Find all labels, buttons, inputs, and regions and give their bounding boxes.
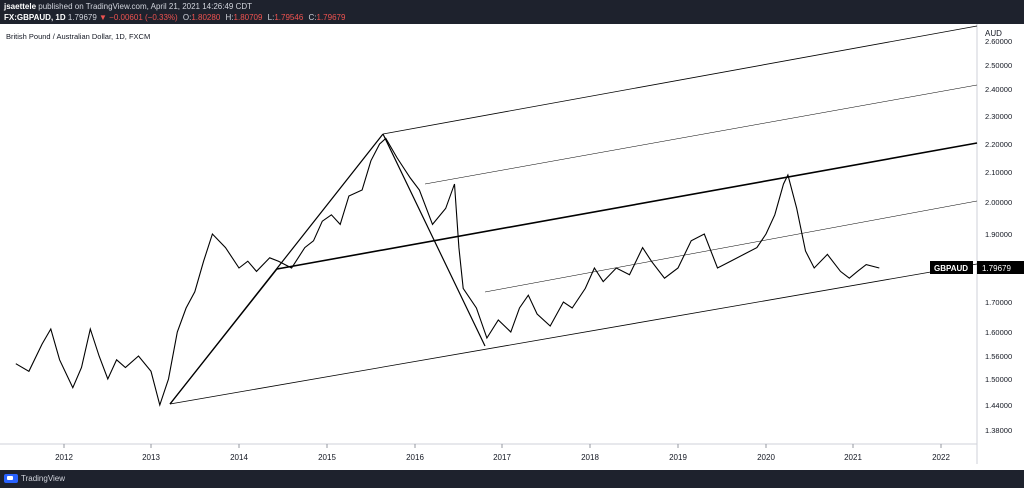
y-tick-label: 2.40000 [985, 85, 1012, 94]
time-axis[interactable]: 2012 2013 2014 2015 2016 2017 2018 2019 2020 2021… [55, 444, 950, 462]
y-tick-label: 1.60000 [985, 328, 1012, 337]
brand-name: TradingView [21, 474, 66, 483]
tradingview-logo-icon [4, 474, 18, 483]
x-tick-label: 2018 [581, 453, 599, 462]
x-tick-label: 2017 [493, 453, 511, 462]
instrument-label: British Pound / Australian Dollar, 1D, F… [6, 32, 151, 41]
author-name[interactable]: jsaettele [4, 2, 37, 11]
price-tag-value-box [977, 261, 1024, 274]
tradingview-logo[interactable]: TradingView [4, 474, 65, 483]
price-tag: GBPAUD 1.79679 [930, 261, 1024, 274]
price-axis[interactable]: 2.60000 2.50000 2.40000 2.30000 2.20000 2.100… [985, 37, 1012, 435]
x-tick-label: 2020 [757, 453, 775, 462]
y-tick-label: 2.00000 [985, 198, 1012, 207]
pitchfork-upper-mid-line[interactable] [424, 84, 978, 185]
price-series-line[interactable] [15, 137, 880, 407]
pitchfork-lower-line[interactable] [169, 263, 978, 405]
y-tick-label: 1.56000 [985, 352, 1012, 361]
y-tick-label: 2.20000 [985, 140, 1012, 149]
ohlc-readout: FX:GBPAUD, 1D 1.79679 ▼ −0.00601 (−0.33%… [4, 13, 345, 22]
pitchfork-drawing[interactable] [169, 25, 978, 405]
pitchfork-connector-line[interactable] [169, 268, 278, 405]
y-tick-label: 2.30000 [985, 112, 1012, 121]
chart-header: jsaettele published on TradingView.com, … [0, 0, 1024, 24]
pitchfork-lower-mid-line[interactable] [484, 200, 978, 293]
y-tick-label: 1.50000 [985, 375, 1012, 384]
x-tick-label: 2014 [230, 453, 248, 462]
y-tick-label: 1.38000 [985, 426, 1012, 435]
price-chart[interactable]: 2.60000 2.50000 2.40000 2.30000 2.20000 2.100… [0, 24, 1024, 464]
x-tick-label: 2012 [55, 453, 73, 462]
price-tag-symbol: GBPAUD [934, 264, 968, 273]
y-tick-label: 1.70000 [985, 298, 1012, 307]
currency-label: AUD [985, 29, 1002, 38]
y-tick-label: 2.10000 [985, 168, 1012, 177]
price-tag-value: 1.79679 [982, 264, 1011, 273]
open-value: 1.80280 [191, 13, 221, 22]
x-tick-label: 2022 [932, 453, 950, 462]
high-label: H: [225, 13, 234, 22]
symbol-label: FX:GBPAUD, 1D [4, 13, 66, 22]
y-tick-label: 2.60000 [985, 37, 1012, 46]
close-label: C: [308, 13, 317, 22]
publish-info: jsaettele published on TradingView.com, … [4, 2, 252, 11]
x-tick-label: 2015 [318, 453, 336, 462]
price-tag-symbol-box [930, 261, 973, 274]
price-change: ▼ −0.00601 (−0.33%) [99, 13, 178, 22]
x-tick-label: 2016 [406, 453, 424, 462]
x-tick-label: 2019 [669, 453, 687, 462]
low-label: L: [267, 13, 275, 22]
low-value: 1.79546 [274, 13, 304, 22]
x-tick-label: 2021 [844, 453, 862, 462]
y-tick-label: 2.50000 [985, 61, 1012, 70]
y-tick-label: 1.44000 [985, 401, 1012, 410]
pitchfork-upper-line[interactable] [382, 25, 978, 135]
publish-date: published on TradingView.com, April 21, … [38, 2, 253, 11]
high-value: 1.80709 [233, 13, 263, 22]
chart-area[interactable]: British Pound / Australian Dollar, 1D, F… [0, 24, 1024, 464]
open-label: O: [182, 13, 192, 22]
chart-footer: TradingView [0, 470, 1024, 488]
last-price: 1.79679 [67, 13, 97, 22]
y-tick-label: 1.90000 [985, 230, 1012, 239]
pitchfork-median-line[interactable] [276, 142, 978, 270]
close-value: 1.79679 [316, 13, 346, 22]
x-tick-label: 2013 [142, 453, 160, 462]
